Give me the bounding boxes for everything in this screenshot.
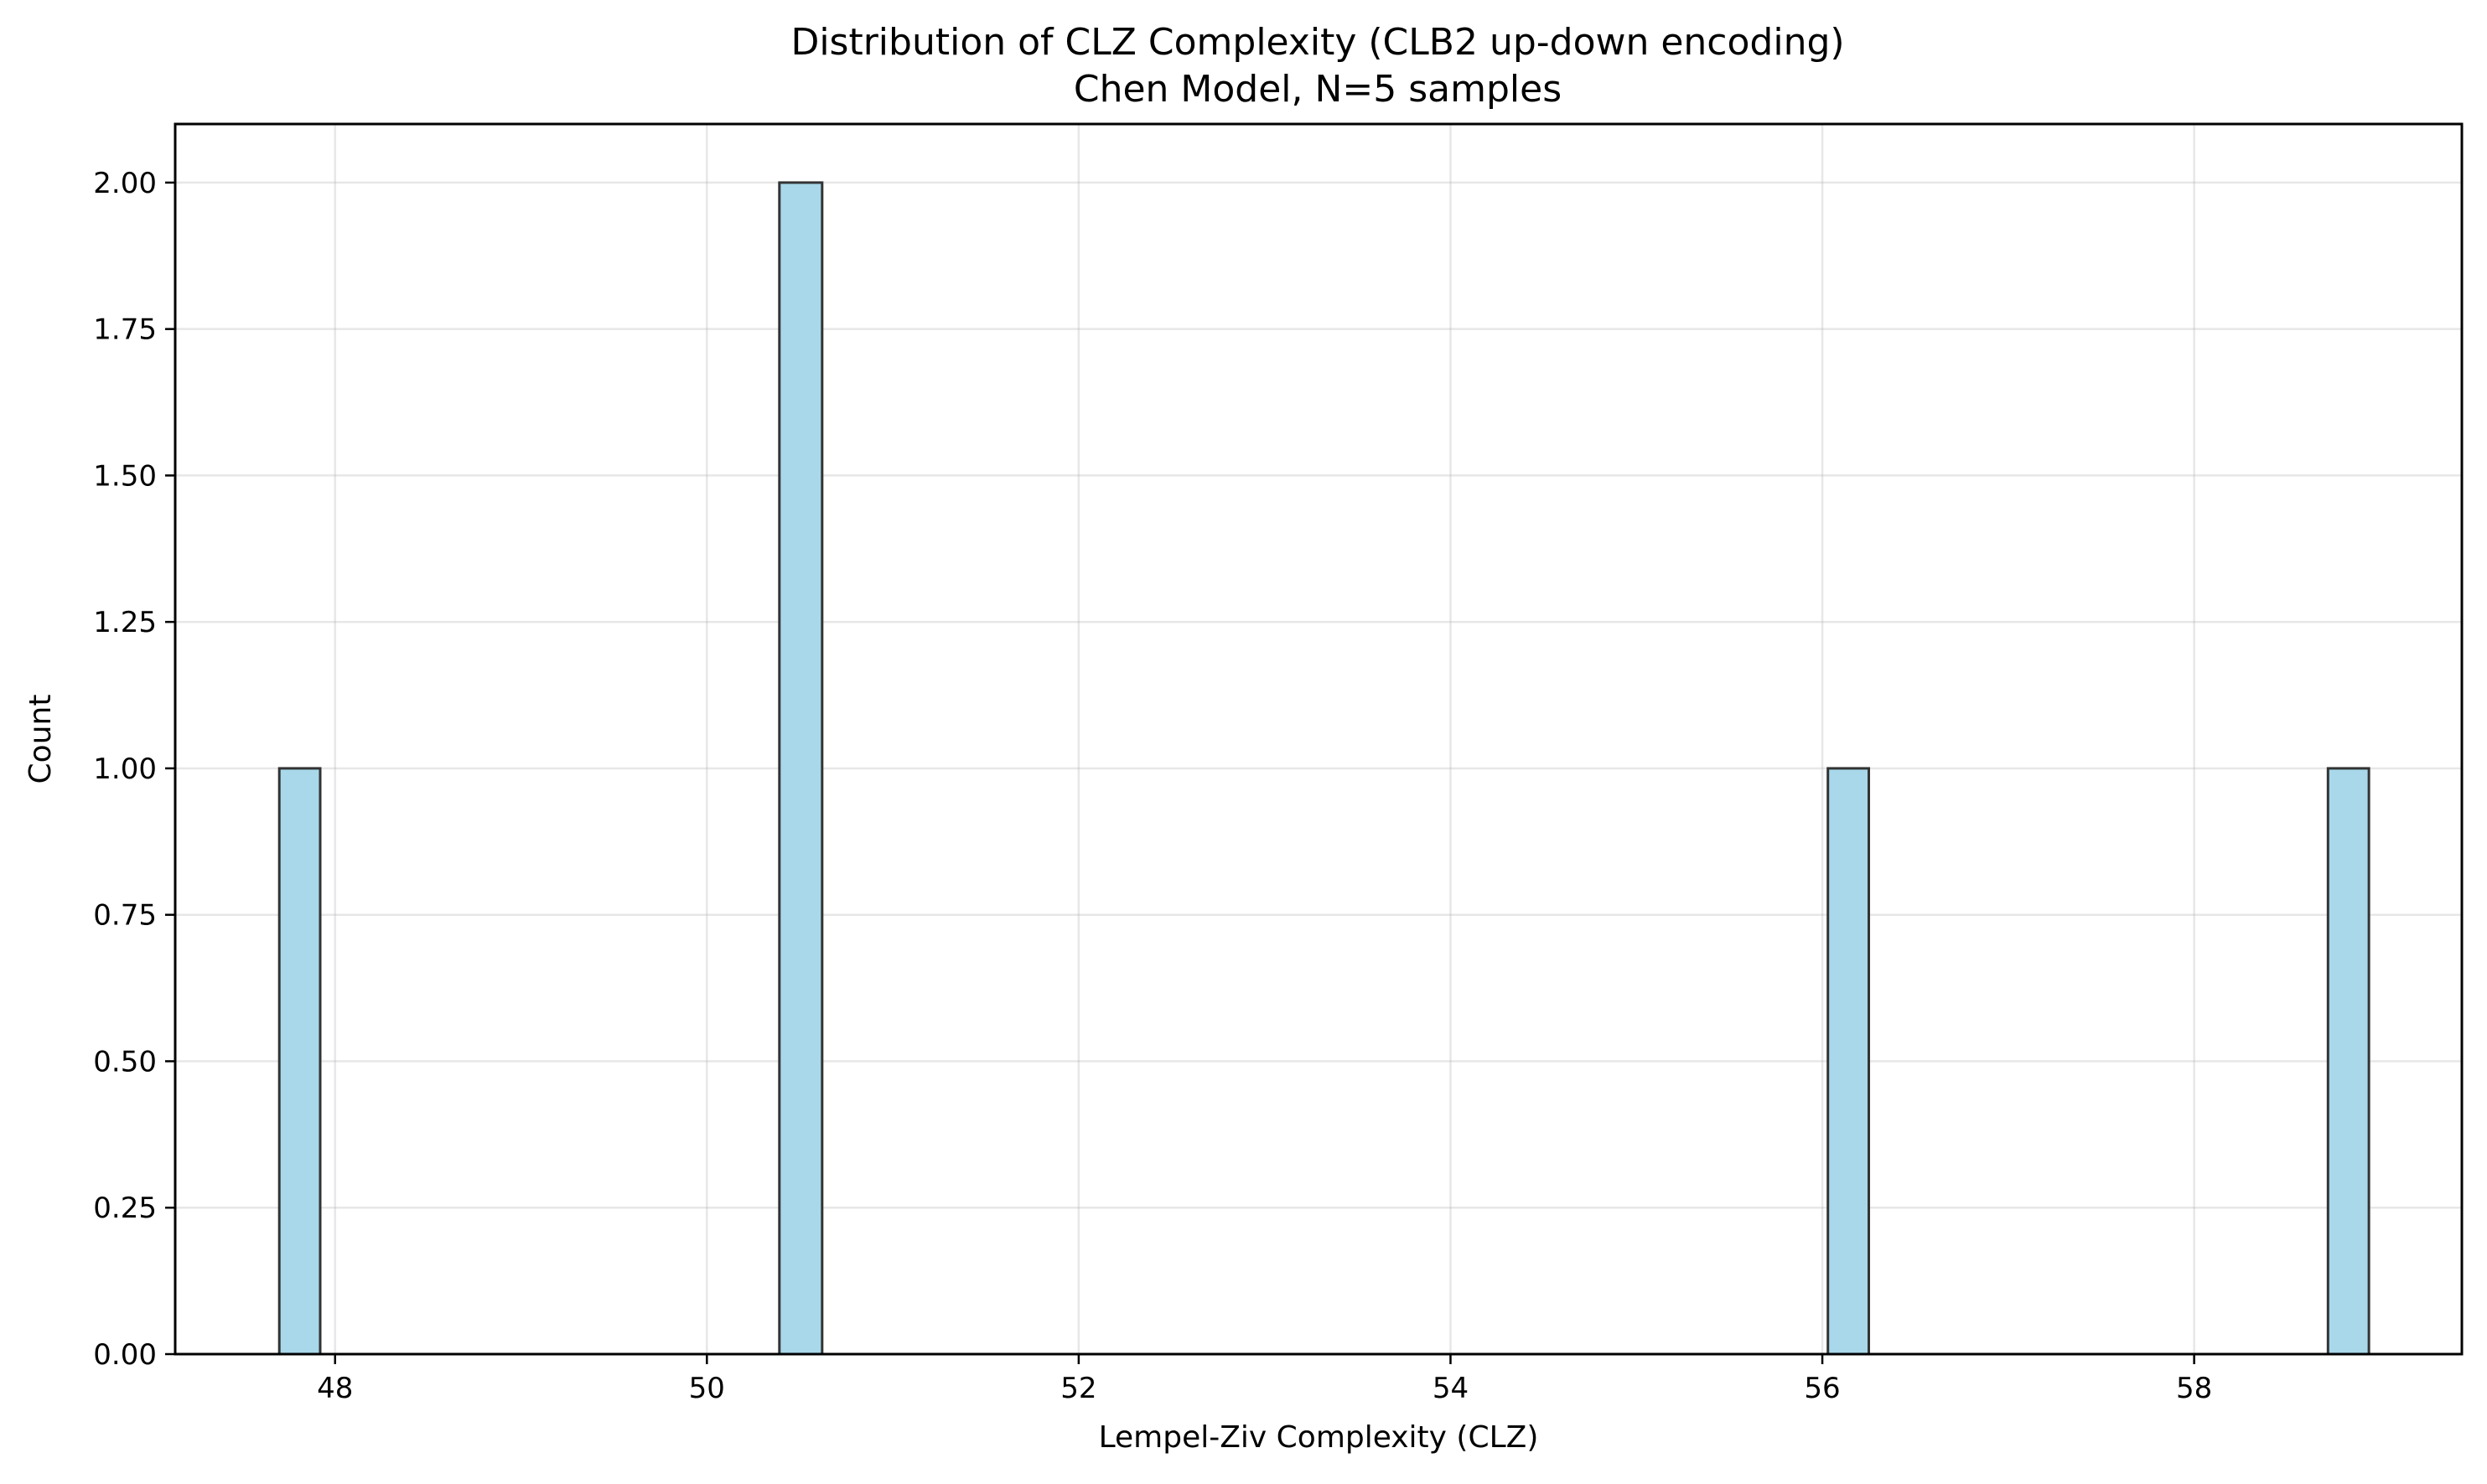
x-tick-label: 54 — [1433, 1372, 1469, 1405]
y-tick-label: 0.25 — [93, 1192, 157, 1225]
y-tick-label: 0.75 — [93, 899, 157, 933]
histogram-bar — [778, 181, 824, 1356]
y-tick-label: 2.00 — [93, 167, 157, 200]
chart-subtitle: Chen Model, N=5 samples — [1074, 68, 1562, 111]
y-axis-label: Count — [23, 695, 58, 784]
y-axis-ticks: 0.00 0.25 0.50 0.75 1.00 1.25 1.50 1.75 2.00 — [93, 167, 175, 1372]
y-tick-label: 1.00 — [93, 752, 157, 786]
histogram-bar — [2326, 767, 2370, 1356]
x-tick-label: 52 — [1060, 1372, 1096, 1405]
histogram-bars — [277, 181, 2370, 1356]
x-tick-label: 56 — [1804, 1372, 1840, 1405]
x-tick-label: 58 — [2176, 1372, 2212, 1405]
histogram-bar — [277, 767, 322, 1356]
x-tick-label: 48 — [317, 1372, 353, 1405]
y-tick-label: 1.75 — [93, 313, 157, 347]
plot-frame — [174, 122, 2464, 1356]
x-axis-ticks: 48 50 52 54 56 58 — [317, 1354, 2212, 1405]
y-tick-label: 1.50 — [93, 459, 157, 493]
chart-title: Distribution of CLZ Complexity (CLB2 up-… — [790, 21, 1844, 64]
x-axis-label: Lempel-Ziv Complexity (CLZ) — [1099, 1420, 1539, 1455]
x-tick-label: 50 — [689, 1372, 725, 1405]
histogram-bar — [1826, 767, 1870, 1356]
grid-lines — [175, 124, 2462, 1356]
y-tick-label: 0.00 — [93, 1338, 157, 1372]
y-tick-label: 0.50 — [93, 1045, 157, 1078]
y-tick-label: 1.25 — [93, 606, 157, 639]
